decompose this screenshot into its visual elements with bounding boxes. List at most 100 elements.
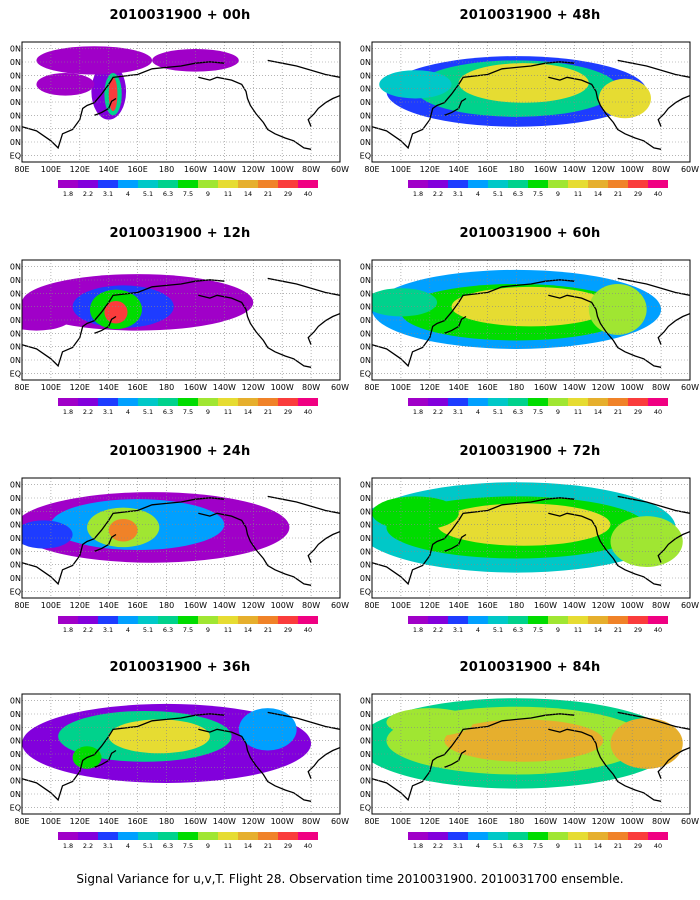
longitude-label: 140W (563, 383, 586, 392)
coastline (307, 746, 340, 779)
colorbar-swatch (528, 398, 548, 406)
longitude-label: 80E (14, 601, 29, 610)
longitude-label: 140E (449, 817, 469, 826)
variance-contour (386, 708, 474, 737)
colorbar-label: 6.3 (163, 408, 173, 416)
latitude-label: 40N (360, 98, 371, 107)
variance-map: 80E 100E 120E 140E 160E 180 160W 140W 120W 100W 80… (10, 477, 349, 634)
map-frame (21, 477, 341, 599)
latitude-label: 40N (360, 534, 371, 543)
colorbar-label: 4 (126, 842, 130, 850)
variance-map: 80E 100E 120E 140E 160E 180 160W 140W 120W 100W 80… (360, 693, 699, 850)
latitude-label: EQ (10, 803, 21, 812)
longitude-label: 80W (302, 165, 320, 174)
longitude-label: 180 (159, 383, 174, 392)
colorbar-swatch (98, 398, 118, 406)
coastline (657, 530, 690, 563)
colorbar-label: 14 (244, 190, 252, 198)
colorbar-swatch (508, 832, 528, 840)
longitude-label: 140W (563, 817, 586, 826)
colorbar-swatch (508, 616, 528, 624)
map-panel: 2010031900 + 36h 80E 100E 120E 140E 160E 180 16… (10, 660, 350, 880)
coastline (267, 711, 340, 730)
latitude-label: 70N (10, 276, 21, 285)
colorbar-label: 11 (574, 626, 582, 634)
colorbar-swatch (278, 832, 298, 840)
longitude-label: 100E (41, 601, 61, 610)
colorbar-swatch (448, 398, 468, 406)
colorbar-label: 9 (206, 626, 210, 634)
longitude-label: 140W (213, 601, 236, 610)
longitude-label: 80E (14, 817, 29, 826)
colorbar-label: 14 (594, 408, 602, 416)
colorbar-label: 11 (224, 190, 232, 198)
colorbar-label: 5.1 (143, 626, 153, 634)
longitude-label: 140E (99, 817, 119, 826)
colorbar-swatch (258, 832, 278, 840)
colorbar-label: 11 (574, 408, 582, 416)
colorbar-label: 5.1 (493, 842, 503, 850)
colorbar-label: 11 (574, 842, 582, 850)
colorbar-label: 3.1 (103, 190, 113, 198)
colorbar-swatch (448, 832, 468, 840)
map-panel: 2010031900 + 00h 80E 100E 120E 140E 160E 180 16… (10, 8, 350, 228)
longitude-label: 60W (681, 817, 699, 826)
colorbar-swatch (98, 180, 118, 188)
latitude-label: 50N (10, 737, 21, 746)
grid-lines (372, 42, 690, 162)
longitude-label: 160E (477, 383, 497, 392)
longitude-label: 100W (621, 601, 644, 610)
longitude-label: 60W (681, 383, 699, 392)
colorbar-label: 6.3 (163, 842, 173, 850)
colorbar-swatch (158, 616, 178, 624)
longitude-label: 160W (184, 383, 207, 392)
coastlines (372, 59, 690, 150)
latitude-label: 30N (360, 329, 371, 338)
colorbar-swatch (258, 398, 278, 406)
latitude-label: EQ (360, 803, 371, 812)
longitude-label: 160W (184, 817, 207, 826)
map-panel: 2010031900 + 24h 80E 100E 120E 140E 160E 180 16… (10, 444, 350, 664)
colorbar-label: 40 (304, 842, 312, 850)
colorbar-swatch (588, 398, 608, 406)
colorbar-label: 3.1 (453, 408, 463, 416)
colorbar-label: 29 (284, 190, 292, 198)
map-frame (21, 41, 341, 163)
longitude-label: 100W (621, 383, 644, 392)
latitude-label: 20N (10, 561, 21, 570)
longitude-label: 120E (70, 817, 90, 826)
latitude-label: 40N (10, 98, 21, 107)
variance-map: 80E 100E 120E 140E 160E 180 160W 140W 120W 100W 80… (360, 41, 699, 198)
colorbar-swatch (428, 616, 448, 624)
colorbar-label: 29 (634, 626, 642, 634)
colorbar-label: 21 (264, 626, 272, 634)
colorbar-label: 11 (574, 190, 582, 198)
longitude-label: 160E (127, 817, 147, 826)
map-panel: 2010031900 + 84h 80E 100E 120E 140E 160E 180 16… (360, 660, 700, 880)
colorbar-label: 40 (304, 626, 312, 634)
longitude-label: 120W (242, 817, 265, 826)
longitude-label: 160W (534, 383, 557, 392)
latitude-label: 20N (360, 777, 371, 786)
colorbar-label: 3.1 (103, 408, 113, 416)
colorbar-label: 5.1 (493, 626, 503, 634)
longitude-label: 160E (127, 383, 147, 392)
colorbar-swatch (648, 398, 668, 406)
colorbar-label: 6.3 (513, 626, 523, 634)
longitude-label: 160E (127, 165, 147, 174)
map-frame (21, 259, 341, 381)
colorbar-label: 2.2 (83, 626, 93, 634)
variance-map: 80E 100E 120E 140E 160E 180 160W 140W 120W 100W 80… (10, 693, 349, 850)
colorbar-swatch (568, 398, 588, 406)
longitude-label: 80E (364, 165, 379, 174)
longitude-label: 60W (331, 817, 349, 826)
latitude-label: 50N (360, 303, 371, 312)
variance-contour (610, 516, 683, 567)
colorbar-swatch (648, 180, 668, 188)
colorbar-swatch (298, 180, 318, 188)
latitude-label: 80N (360, 45, 371, 54)
colorbar-swatch (298, 832, 318, 840)
colorbar-swatch (218, 832, 238, 840)
colorbar-label: 40 (654, 842, 662, 850)
colorbar-swatch (468, 616, 488, 624)
